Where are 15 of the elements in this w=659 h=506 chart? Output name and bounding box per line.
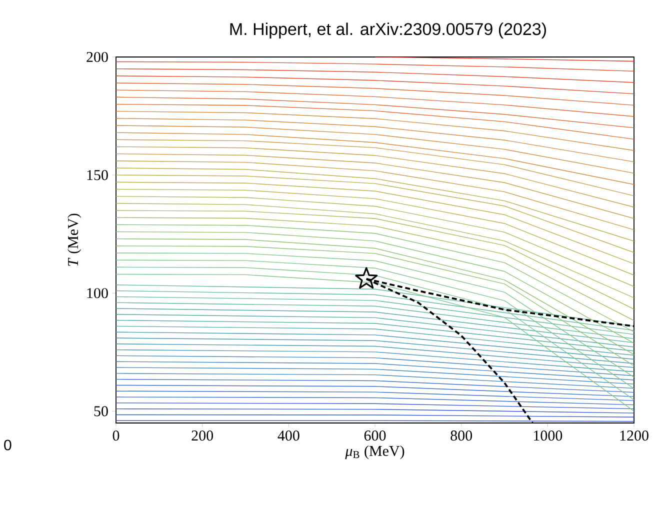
x-tick-label: 200 (192, 430, 214, 441)
y-tick-label: 50 (94, 406, 108, 416)
x-tick-label: 1000 (534, 430, 562, 441)
y-tick-label: 200 (86, 52, 108, 62)
y-tick-label: 100 (87, 288, 108, 298)
chart-title: M. Hippert, et al. arXiv:2309.00579 (2023) (230, 22, 546, 38)
text: 0 (4, 440, 12, 450)
x-tick-label: 800 (450, 430, 472, 441)
x-tick-label: 0 (112, 430, 120, 441)
x-tick-label: 1200 (620, 430, 648, 441)
y-axis-title: T (MeV) (68, 214, 82, 266)
x-tick-label: 400 (278, 430, 300, 441)
y-tick-label: 150 (87, 170, 108, 180)
x-tick-label: 600 (364, 430, 386, 441)
x-axis-title: μ$_{B}$ (MeV) (345, 445, 404, 460)
